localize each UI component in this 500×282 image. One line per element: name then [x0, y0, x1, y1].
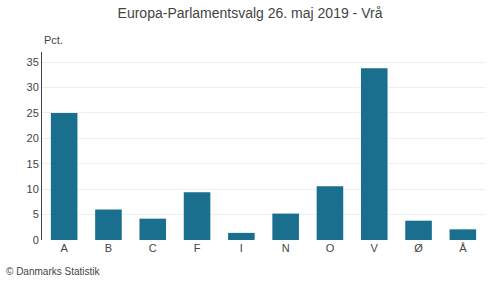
svg-text:© Danmarks Statistik: © Danmarks Statistik: [6, 266, 101, 277]
svg-text:C: C: [149, 242, 157, 254]
svg-text:Ø: Ø: [414, 242, 423, 254]
svg-text:20: 20: [27, 132, 39, 144]
svg-text:V: V: [371, 242, 379, 254]
svg-text:5: 5: [33, 208, 39, 220]
svg-text:25: 25: [27, 107, 39, 119]
svg-text:Pct.: Pct.: [44, 34, 63, 46]
svg-text:Å: Å: [459, 242, 467, 254]
svg-text:O: O: [326, 242, 335, 254]
svg-text:35: 35: [27, 56, 39, 68]
svg-text:0: 0: [33, 234, 39, 246]
svg-text:F: F: [194, 242, 201, 254]
svg-text:B: B: [105, 242, 112, 254]
svg-text:I: I: [240, 242, 243, 254]
svg-text:A: A: [60, 242, 68, 254]
svg-text:15: 15: [27, 158, 39, 170]
svg-text:10: 10: [27, 183, 39, 195]
svg-text:N: N: [282, 242, 290, 254]
svg-text:Europa-Parlamentsvalg 26. maj: Europa-Parlamentsvalg 26. maj 2019 - Vrå: [118, 5, 383, 21]
svg-text:30: 30: [27, 81, 39, 93]
